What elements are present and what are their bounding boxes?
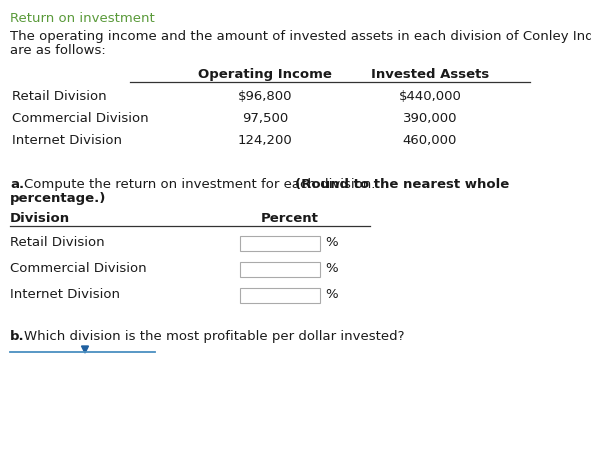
Text: Division: Division <box>10 212 70 225</box>
Text: Commercial Division: Commercial Division <box>10 262 147 275</box>
Text: a.: a. <box>10 178 24 191</box>
Text: Operating Income: Operating Income <box>198 68 332 81</box>
Text: 124,200: 124,200 <box>238 134 293 147</box>
Text: Percent: Percent <box>261 212 319 225</box>
Text: %: % <box>325 288 337 301</box>
Text: 97,500: 97,500 <box>242 112 288 125</box>
Text: Internet Division: Internet Division <box>10 288 120 301</box>
Text: %: % <box>325 236 337 249</box>
Text: Retail Division: Retail Division <box>10 236 105 249</box>
Text: 460,000: 460,000 <box>403 134 457 147</box>
Bar <box>240 288 320 303</box>
Text: Invested Assets: Invested Assets <box>371 68 489 81</box>
Text: The operating income and the amount of invested assets in each division of Conle: The operating income and the amount of i… <box>10 30 591 43</box>
Text: are as follows:: are as follows: <box>10 44 106 57</box>
Text: Commercial Division: Commercial Division <box>12 112 148 125</box>
Bar <box>240 236 320 251</box>
Text: 390,000: 390,000 <box>402 112 457 125</box>
Text: Which division is the most profitable per dollar invested?: Which division is the most profitable pe… <box>24 330 404 343</box>
Text: $440,000: $440,000 <box>398 90 462 103</box>
Text: %: % <box>325 262 337 275</box>
Text: Compute the return on investment for each division.: Compute the return on investment for eac… <box>24 178 379 191</box>
Text: Internet Division: Internet Division <box>12 134 122 147</box>
Text: (Round to the nearest whole: (Round to the nearest whole <box>295 178 509 191</box>
Text: $96,800: $96,800 <box>238 90 293 103</box>
Bar <box>240 262 320 277</box>
Text: Retail Division: Retail Division <box>12 90 106 103</box>
Polygon shape <box>82 346 89 353</box>
Text: b.: b. <box>10 330 25 343</box>
Text: percentage.): percentage.) <box>10 192 106 205</box>
Text: Return on investment: Return on investment <box>10 12 155 25</box>
